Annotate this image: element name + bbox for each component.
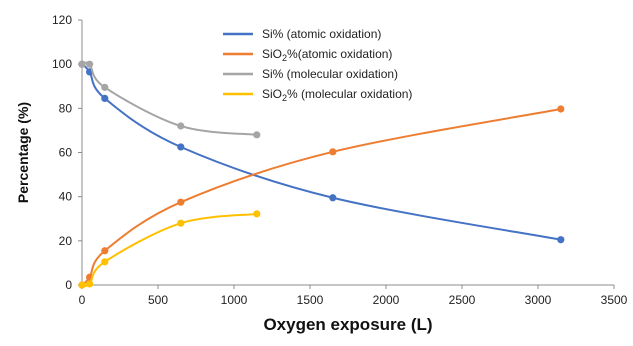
x-tick-label: 500: [148, 293, 168, 307]
data-point: [78, 281, 86, 289]
data-point: [177, 198, 185, 206]
y-tick-label: 120: [52, 13, 72, 27]
series-3: [78, 60, 261, 139]
data-point: [78, 60, 86, 68]
x-tick-label: 2000: [373, 293, 400, 307]
y-tick-label: 60: [59, 146, 73, 160]
series-2: [78, 105, 565, 289]
data-point: [177, 143, 185, 151]
x-tick-label: 0: [79, 293, 86, 307]
y-tick-label: 20: [59, 234, 73, 248]
data-point: [86, 280, 94, 288]
data-point: [557, 236, 565, 244]
legend-label: SiO2% (molecular oxidation): [262, 87, 412, 103]
data-point: [329, 148, 337, 156]
legend: Si% (atomic oxidation) SiO2%(atomic oxida…: [223, 27, 412, 103]
y-tick-label: 40: [59, 190, 73, 204]
x-tick-label: 3500: [601, 293, 628, 307]
legend-item: Si% (atomic oxidation): [223, 27, 381, 41]
x-tick-label: 1500: [297, 293, 324, 307]
y-tick-label: 100: [52, 57, 72, 71]
x-tick-label: 2500: [449, 293, 476, 307]
legend-label: SiO2%(atomic oxidation): [262, 47, 392, 63]
data-point: [557, 105, 565, 113]
data-point: [253, 210, 261, 218]
data-point: [177, 122, 185, 130]
series-group: [78, 60, 565, 289]
series-4: [78, 210, 261, 289]
data-point: [101, 83, 109, 91]
data-point: [177, 219, 185, 227]
data-point: [253, 131, 261, 139]
y-axis-title: Percentage (%): [15, 102, 31, 203]
x-tick-label: 1000: [221, 293, 248, 307]
legend-label: Si% (atomic oxidation): [262, 27, 381, 41]
axes: 0 20 40 60 80 100 120 0 500 1000 1500 2000 2500 3000 3…: [52, 13, 628, 307]
legend-label: Si% (molecular oxidation): [262, 67, 398, 81]
x-tick-label: 3000: [525, 293, 552, 307]
y-tick-label: 0: [65, 278, 72, 292]
data-point: [101, 258, 109, 266]
series-line: [81, 108, 561, 286]
data-point: [101, 94, 109, 102]
y-tick-label: 80: [59, 101, 73, 115]
x-axis-title: Oxygen exposure (L): [263, 315, 432, 334]
legend-item: SiO2%(atomic oxidation): [223, 47, 392, 63]
legend-item: SiO2% (molecular oxidation): [223, 87, 412, 103]
data-point: [329, 194, 337, 202]
legend-item: Si% (molecular oxidation): [223, 67, 398, 81]
data-point: [86, 60, 94, 68]
data-point: [101, 247, 109, 255]
